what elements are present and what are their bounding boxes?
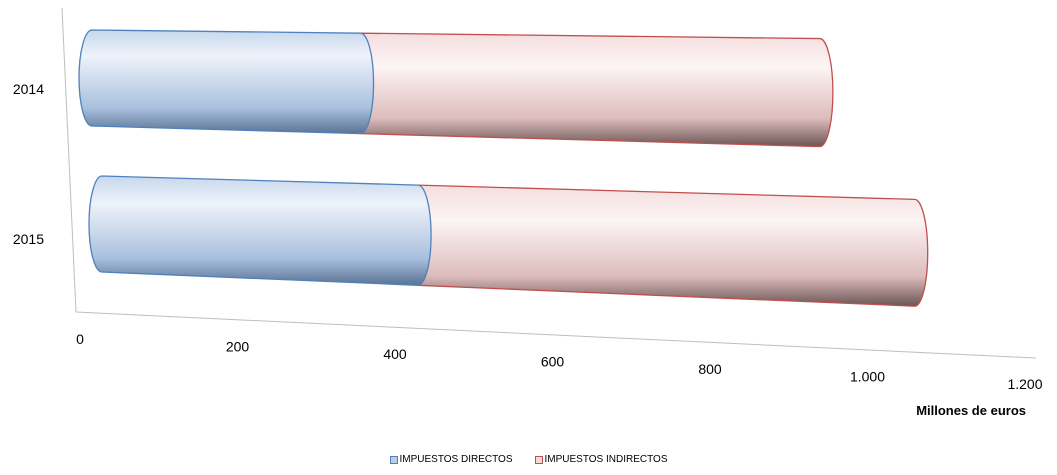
legend-item: IMPUESTOS INDIRECTOS (534, 454, 668, 465)
axes (61, 7, 1037, 359)
bar-2015-series-2 (404, 184, 929, 307)
legend: IMPUESTOS DIRECTOS IMPUESTOS INDIRECTOS (0, 454, 1057, 465)
legend-item: IMPUESTOS DIRECTOS (389, 454, 513, 465)
category-label: 2015 (13, 231, 44, 247)
x-axis-line (75, 311, 1037, 359)
legend-swatch (534, 455, 543, 464)
x-tick-label: 1.000 (850, 369, 885, 385)
x-tick-labels: 0 200 400 600 800 1.000 1.200 (76, 331, 1043, 392)
bar-2015-series-1 (88, 175, 432, 286)
x-tick-label: 600 (541, 354, 565, 370)
bar-2014-series-2 (346, 32, 834, 148)
y-axis-line (61, 7, 77, 313)
bars (78, 29, 929, 307)
x-tick-label: 0 (76, 331, 84, 347)
x-tick-label: 200 (226, 339, 250, 355)
category-labels: 2014 2015 (13, 81, 44, 247)
bar-2014-series-1 (78, 29, 375, 135)
legend-swatch (389, 455, 398, 464)
x-tick-label: 1.200 (1007, 376, 1042, 392)
x-tick-label: 400 (383, 346, 407, 362)
legend-label: IMPUESTOS DIRECTOS (399, 454, 513, 465)
category-label: 2014 (13, 81, 44, 97)
chart: 2014 2015 0 200 400 600 800 1.000 1.200 Millone… (13, 7, 1043, 418)
legend-label: IMPUESTOS INDIRECTOS (544, 454, 668, 465)
x-tick-label: 800 (698, 361, 722, 377)
x-axis-label: Millones de euros (916, 403, 1026, 418)
